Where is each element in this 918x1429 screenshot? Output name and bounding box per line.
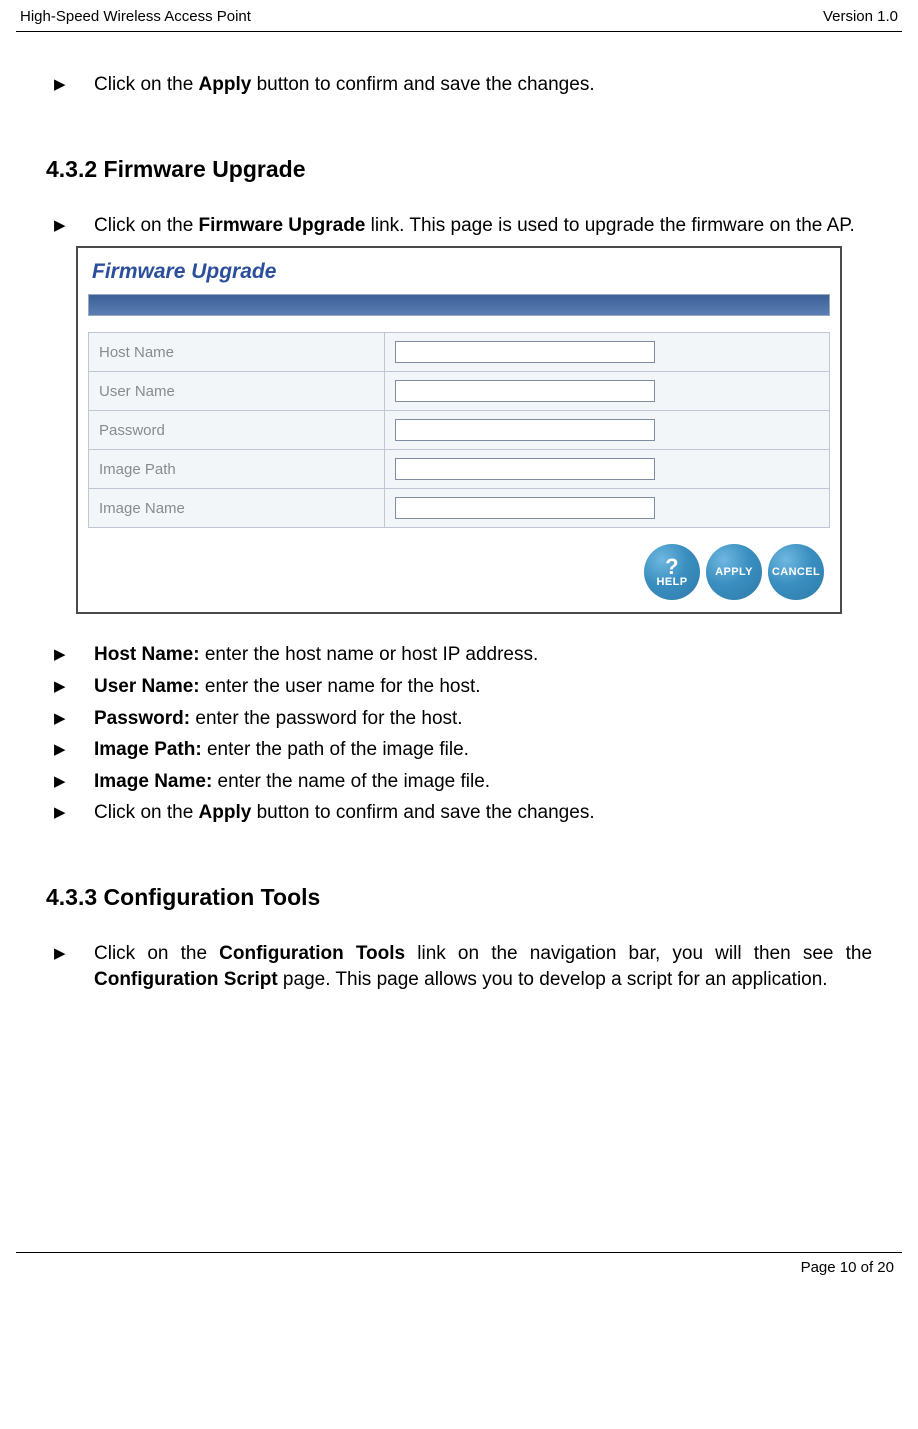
field-label: Image Path: [94,739,202,760]
image-path-input[interactable] [395,458,655,480]
field-label: User Name: [94,676,200,697]
apply-bold: Apply [199,802,252,823]
intro-bullet: ▶ Click on the Apply button to confirm a… [46,72,872,98]
field-desc: enter the host name or host IP address. [200,644,539,665]
firmware-upgrade-screenshot: Firmware Upgrade Host Name User Name Pas… [76,246,842,614]
table-row: Host Name [89,333,830,372]
bullet-icon: ▶ [46,769,94,792]
intro-bullet-text: Click on the Apply button to confirm and… [94,72,872,98]
cancel-label: CANCEL [772,566,820,578]
field-bullet: ▶ Host Name: enter the host name or host… [46,642,872,668]
text-fragment: button to confirm and save the changes. [251,802,594,823]
field-bullet-text: Image Path: enter the path of the image … [94,737,872,763]
table-row: User Name [89,372,830,411]
user-name-label: User Name [89,372,385,411]
screenshot-title: Firmware Upgrade [88,258,830,294]
field-desc: enter the password for the host. [190,708,463,729]
header-right: Version 1.0 [823,8,898,25]
page-footer: Page 10 of 20 [16,1252,902,1276]
section-432-heading: 4.3.2 Firmware Upgrade [46,156,872,183]
text-fragment: button to confirm and save the changes. [251,74,594,95]
field-bullet-text: Image Name: enter the name of the image … [94,769,872,795]
field-desc: enter the path of the image file. [202,739,469,760]
section-433-heading: 4.3.3 Configuration Tools [46,884,872,911]
text-fragment: link on the navigation bar, you will the… [405,943,872,964]
section-433-bullet: ▶ Click on the Configuration Tools link … [46,941,872,992]
image-name-label: Image Name [89,489,385,528]
text-fragment: Click on the [94,802,199,823]
field-bullet-text: Host Name: enter the host name or host I… [94,642,872,668]
firmware-upgrade-bold: Firmware Upgrade [199,215,366,236]
password-input[interactable] [395,419,655,441]
image-name-input[interactable] [395,497,655,519]
text-fragment: page. This page allows you to develop a … [278,969,828,990]
field-desc: enter the name of the image file. [212,771,490,792]
config-tools-bold: Configuration Tools [219,943,405,964]
host-name-input[interactable] [395,341,655,363]
help-button[interactable]: ? HELP [644,544,700,600]
field-desc: enter the user name for the host. [200,676,481,697]
table-row: Image Path [89,450,830,489]
screenshot-toolbar [88,294,830,316]
config-script-bold: Configuration Script [94,969,278,990]
user-name-input[interactable] [395,380,655,402]
help-label: HELP [657,576,688,588]
bullet-icon: ▶ [46,642,94,665]
screenshot-actions: ? HELP APPLY CANCEL [88,528,830,600]
field-bullet: ▶ Image Name: enter the name of the imag… [46,769,872,795]
section-432-bullet: ▶ Click on the Firmware Upgrade link. Th… [46,213,872,239]
apply-bullet-2: ▶ Click on the Apply button to confirm a… [46,800,872,826]
firmware-form-table: Host Name User Name Password Image Path … [88,332,830,528]
bullet-icon: ▶ [46,706,94,729]
bullet-icon: ▶ [46,737,94,760]
password-label: Password [89,411,385,450]
text-fragment: Click on the [94,74,199,95]
apply-label: APPLY [715,566,753,578]
field-bullet-text: User Name: enter the user name for the h… [94,674,872,700]
text-fragment: Click on the [94,943,219,964]
field-bullet: ▶ User Name: enter the user name for the… [46,674,872,700]
field-label: Password: [94,708,190,729]
section-433-text: Click on the Configuration Tools link on… [94,941,872,992]
bullet-icon: ▶ [46,72,94,95]
section-432-text: Click on the Firmware Upgrade link. This… [94,213,872,239]
field-bullet: ▶ Image Path: enter the path of the imag… [46,737,872,763]
cancel-button[interactable]: CANCEL [768,544,824,600]
image-path-label: Image Path [89,450,385,489]
text-fragment: link. This page is used to upgrade the f… [365,215,854,236]
table-row: Password [89,411,830,450]
table-row: Image Name [89,489,830,528]
apply-bullet-text: Click on the Apply button to confirm and… [94,800,872,826]
bullet-icon: ▶ [46,674,94,697]
bullet-icon: ▶ [46,213,94,236]
bullet-icon: ▶ [46,800,94,823]
text-fragment: Click on the [94,215,199,236]
field-bullet-text: Password: enter the password for the hos… [94,706,872,732]
apply-bold: Apply [199,74,252,95]
page-header: High-Speed Wireless Access Point Version… [16,8,902,32]
apply-button[interactable]: APPLY [706,544,762,600]
bullet-icon: ▶ [46,941,94,964]
header-left: High-Speed Wireless Access Point [20,8,251,25]
field-bullet: ▶ Password: enter the password for the h… [46,706,872,732]
help-icon: ? [665,556,679,578]
field-label: Image Name: [94,771,212,792]
host-name-label: Host Name [89,333,385,372]
field-label: Host Name: [94,644,200,665]
